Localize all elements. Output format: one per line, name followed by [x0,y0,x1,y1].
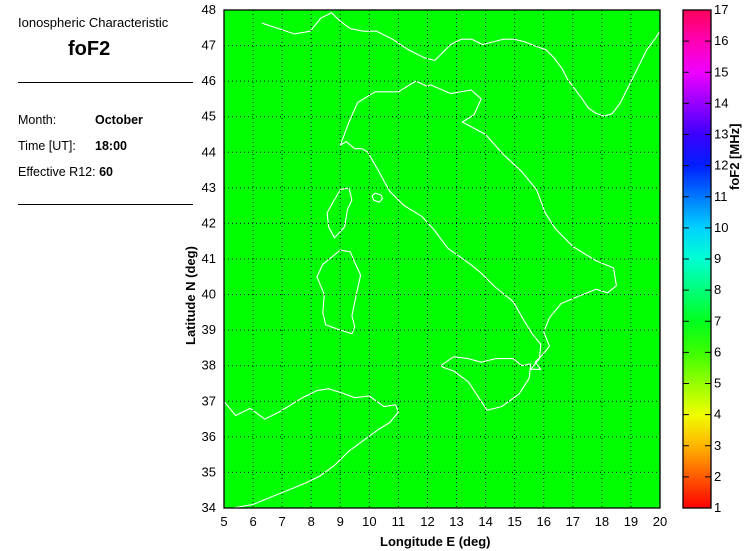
svg-text:38: 38 [202,358,216,373]
svg-text:43: 43 [202,180,216,195]
svg-text:8: 8 [714,282,721,297]
svg-text:2: 2 [714,469,721,484]
svg-text:7: 7 [714,313,721,328]
svg-text:47: 47 [202,38,216,53]
svg-text:37: 37 [202,393,216,408]
svg-text:16: 16 [536,514,550,529]
svg-text:20: 20 [653,514,667,529]
svg-text:36: 36 [202,429,216,444]
svg-text:5: 5 [220,514,227,529]
svg-text:14: 14 [714,95,728,110]
svg-text:17: 17 [566,514,580,529]
svg-text:11: 11 [392,514,406,529]
svg-text:46: 46 [202,73,216,88]
svg-text:16: 16 [714,33,728,48]
svg-text:45: 45 [202,109,216,124]
svg-text:34: 34 [202,500,216,515]
svg-text:41: 41 [202,251,216,266]
svg-text:14: 14 [478,514,492,529]
svg-text:9: 9 [714,251,721,266]
svg-text:44: 44 [202,144,216,159]
svg-text:10: 10 [714,220,728,235]
svg-text:3: 3 [714,438,721,453]
svg-text:15: 15 [714,64,728,79]
svg-text:10: 10 [362,514,376,529]
svg-text:8: 8 [308,514,315,529]
svg-text:15: 15 [507,514,521,529]
svg-text:48: 48 [202,2,216,17]
svg-text:11: 11 [714,189,728,204]
svg-text:19: 19 [624,514,638,529]
svg-text:42: 42 [202,215,216,230]
svg-text:17: 17 [714,2,728,17]
svg-text:6: 6 [714,344,721,359]
svg-text:1: 1 [714,500,721,515]
svg-text:18: 18 [595,514,609,529]
svg-text:39: 39 [202,322,216,337]
svg-text:7: 7 [279,514,286,529]
svg-text:9: 9 [337,514,344,529]
svg-text:12: 12 [420,514,434,529]
svg-text:5: 5 [714,376,721,391]
svg-text:4: 4 [714,407,721,422]
svg-text:40: 40 [202,287,216,302]
svg-text:6: 6 [249,514,256,529]
svg-text:13: 13 [449,514,463,529]
svg-text:35: 35 [202,464,216,479]
